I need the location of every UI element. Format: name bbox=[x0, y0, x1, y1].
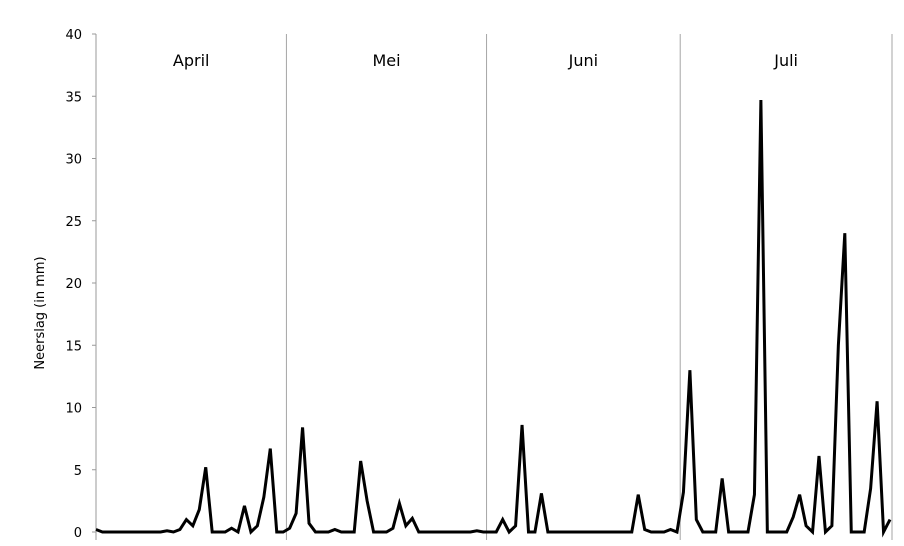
y-tick-label: 30 bbox=[65, 153, 82, 168]
precipitation-series-line bbox=[95, 99, 892, 538]
y-tick-label: 35 bbox=[65, 90, 82, 105]
y-axis-label: Neerslag (in mm) bbox=[33, 256, 48, 369]
y-axis: 0 5 10 15 20 25 30 35 40 Neerslag (in mm) bbox=[33, 28, 97, 541]
month-label: Juli bbox=[773, 51, 798, 70]
y-tick-label: 10 bbox=[65, 402, 82, 417]
month-label: April bbox=[173, 51, 210, 70]
month-label: Juni bbox=[568, 51, 598, 70]
y-tick-label: 40 bbox=[65, 28, 82, 43]
month-labels: April Mei Juni Juli bbox=[173, 51, 798, 70]
month-separators bbox=[285, 34, 893, 540]
y-tick-label: 25 bbox=[65, 215, 82, 230]
y-tick-label: 20 bbox=[65, 277, 82, 292]
y-tick-label: 15 bbox=[65, 339, 82, 354]
month-label: Mei bbox=[372, 51, 400, 70]
y-tick-label: 0 bbox=[74, 526, 82, 541]
y-tick-label: 5 bbox=[74, 464, 82, 479]
